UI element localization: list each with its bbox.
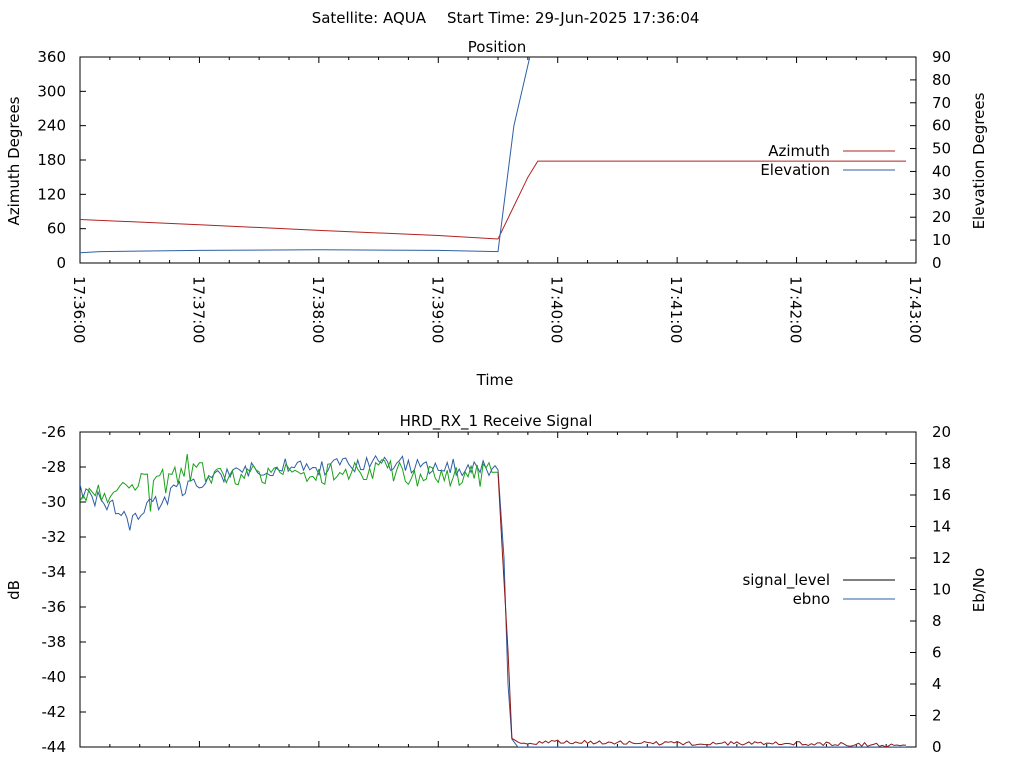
legend-ebno-label: ebno: [793, 590, 830, 608]
signal-level-series-line-low: [497, 472, 907, 747]
signal-title: HRD_RX_1 Receive Signal: [400, 412, 593, 431]
position-y-axis-label: Azimuth Degrees: [5, 96, 23, 225]
signal-level-series-line: [80, 454, 499, 512]
position-y2-axis-tick-label: 20: [932, 208, 951, 226]
position-x-axis-tick-label: 17:36:00: [70, 276, 88, 343]
position-plot-frame: [79, 56, 917, 264]
signal-y2-axis-tick-label: 6: [932, 644, 942, 662]
position-y2-axis-tick-label: 30: [932, 185, 951, 203]
header-satellite: Satellite: AQUA: [312, 9, 427, 27]
position-y2-axis-tick-label: 60: [932, 117, 951, 135]
position-title: Position: [468, 38, 526, 56]
azimuth-series-line: [80, 160, 906, 240]
signal-y2-axis-tick-label: 2: [932, 707, 942, 725]
signal-y2-axis-label: Eb/No: [970, 568, 988, 612]
position-y2-axis-tick-label: 50: [932, 140, 951, 158]
position-x-axis-tick-label: 17:43:00: [906, 276, 924, 343]
signal-y-axis-tick-label: -40: [42, 668, 67, 686]
position-y-axis-tick-label: 60: [47, 220, 66, 238]
signal-y-axis-tick-label: -26: [42, 423, 67, 441]
position-x-axis-tick-label: 17:40:00: [548, 276, 566, 343]
elevation-series-line: [80, 57, 531, 254]
signal-y-axis-tick-label: -32: [42, 528, 67, 546]
signal-y2-axis-tick-label: 4: [932, 675, 942, 693]
signal-y2-axis-tick-label: 14: [932, 518, 951, 536]
signal-y2-axis-tick-label: 12: [932, 549, 951, 567]
legend-azimuth-label: Azimuth: [768, 142, 830, 160]
header-start-time: Start Time: 29-Jun-2025 17:36:04: [447, 9, 699, 27]
signal-y2-axis-tick-label: 10: [932, 581, 951, 599]
signal-y-axis-label: dB: [5, 580, 23, 600]
signal-y-axis-tick-label: -30: [42, 493, 67, 511]
position-y2-axis-tick-label: 10: [932, 231, 951, 249]
chart-marks: 0601201802403003600102030405060708090-44…: [37, 48, 951, 756]
signal-y-axis-tick-label: -44: [42, 738, 67, 756]
position-x-axis-tick-label: 17:41:00: [667, 276, 685, 343]
position-y-axis-tick-label: 180: [37, 151, 66, 169]
signal-y2-axis-tick-label: 18: [932, 455, 951, 473]
signal-y2-axis-tick-label: 20: [932, 423, 951, 441]
signal-y-axis-tick-label: -38: [42, 633, 67, 651]
position-y2-axis-tick-label: 40: [932, 162, 951, 180]
position-y-axis-tick-label: 0: [56, 254, 66, 272]
signal-y2-axis-tick-label: 16: [932, 486, 951, 504]
position-y-axis-tick-label: 300: [37, 82, 66, 100]
signal-y-axis-tick-label: -28: [42, 458, 67, 476]
signal-y-axis-tick-label: -34: [42, 563, 67, 581]
legend-elevation-label: Elevation: [760, 161, 830, 179]
position-y-axis-tick-label: 360: [37, 48, 66, 66]
position-y2-axis-tick-label: 70: [932, 94, 951, 112]
ebno-series-line: [80, 454, 906, 747]
signal-y-axis-tick-label: -42: [42, 703, 67, 721]
position-y2-axis-tick-label: 0: [932, 254, 942, 272]
position-x-axis-label: Time: [476, 371, 514, 389]
position-y2-axis-label: Elevation Degrees: [970, 92, 988, 229]
signal-y2-axis-tick-label: 0: [932, 738, 942, 756]
legend-signal-level-label: signal_level: [742, 571, 830, 590]
position-x-axis-tick-label: 17:39:00: [428, 276, 446, 343]
position-x-axis-tick-label: 17:38:00: [309, 276, 327, 343]
position-x-axis-tick-label: 17:42:00: [787, 276, 805, 343]
position-y2-axis-tick-label: 80: [932, 71, 951, 89]
signal-y-axis-tick-label: -36: [42, 598, 67, 616]
position-y-axis-tick-label: 240: [37, 117, 66, 135]
position-y-axis-tick-label: 120: [37, 185, 66, 203]
signal-y2-axis-tick-label: 8: [932, 612, 942, 630]
position-x-axis-tick-label: 17:37:00: [189, 276, 207, 343]
position-y2-axis-tick-label: 90: [932, 48, 951, 66]
